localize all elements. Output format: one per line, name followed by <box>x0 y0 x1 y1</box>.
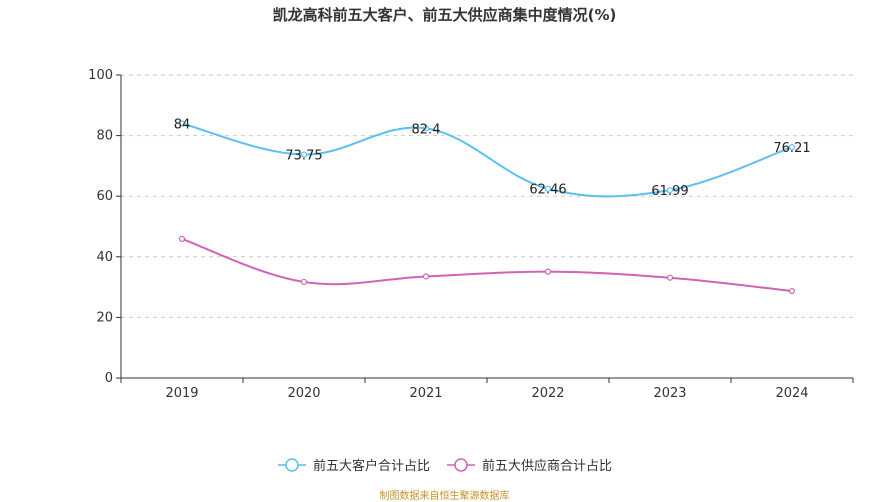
data-label: 61.99 <box>651 184 688 199</box>
y-tick-label: 20 <box>96 310 113 325</box>
data-point <box>178 120 186 127</box>
data-point <box>666 187 674 194</box>
series-line-0 <box>181 122 793 198</box>
legend-marker <box>285 457 299 472</box>
data-point <box>788 287 796 295</box>
data-point <box>544 268 552 275</box>
data-point <box>300 278 308 286</box>
data-point <box>544 185 552 192</box>
legend-marker <box>454 457 468 472</box>
x-tick-label: 2020 <box>287 386 320 401</box>
data-point <box>422 125 430 132</box>
x-tick-label: 2023 <box>653 386 686 401</box>
data-label: 76.21 <box>773 141 810 156</box>
y-tick-label: 100 <box>88 68 113 83</box>
data-point <box>178 235 186 243</box>
x-tick-label: 2022 <box>531 386 564 401</box>
legend-swatch-icon <box>277 457 306 472</box>
grid-layer <box>121 74 853 318</box>
legend-swatch-icon <box>447 457 475 472</box>
legend-label: 前五大供应商合计占比 <box>482 459 613 474</box>
x-tick-label: 2021 <box>409 386 442 401</box>
y-tick-label: 0 <box>105 371 113 386</box>
series-layer <box>178 120 796 295</box>
y-tick-label: 60 <box>96 189 113 204</box>
y-tick-label: 40 <box>96 250 113 265</box>
data-label: 62.46 <box>529 183 566 198</box>
data-point <box>788 143 796 151</box>
label-layer: 84 73.75 82.4 62.46 61.99 76.21 <box>174 117 811 199</box>
x-tick-label: 2024 <box>775 386 808 401</box>
y-tick-label: 80 <box>96 129 113 144</box>
data-point <box>666 274 674 281</box>
data-label: 82.4 <box>412 122 441 137</box>
chart-title: 凯龙高科前五大客户、前五大供应商集中度情况(%) <box>272 6 617 24</box>
legend-item-1[interactable]: 前五大供应商合计占比 <box>446 455 612 474</box>
data-label: 73.75 <box>285 149 322 164</box>
axis-layer: 0 20 40 60 80 100 2019 2020 2021 2022 2023 2024 <box>88 68 854 401</box>
data-label: 84 <box>174 117 191 132</box>
data-point <box>300 151 308 158</box>
x-tick-label: 2019 <box>165 386 198 401</box>
data-point <box>422 273 430 280</box>
series-line-1 <box>181 237 793 293</box>
legend-item-0[interactable]: 前五大客户合计占比 <box>277 455 430 474</box>
legend: 前五大客户合计占比 前五大供应商合计占比 <box>0 455 889 474</box>
legend-label: 前五大客户合计占比 <box>312 459 430 474</box>
source-note: 制图数据来自恒生聚源数据库 <box>379 491 510 502</box>
